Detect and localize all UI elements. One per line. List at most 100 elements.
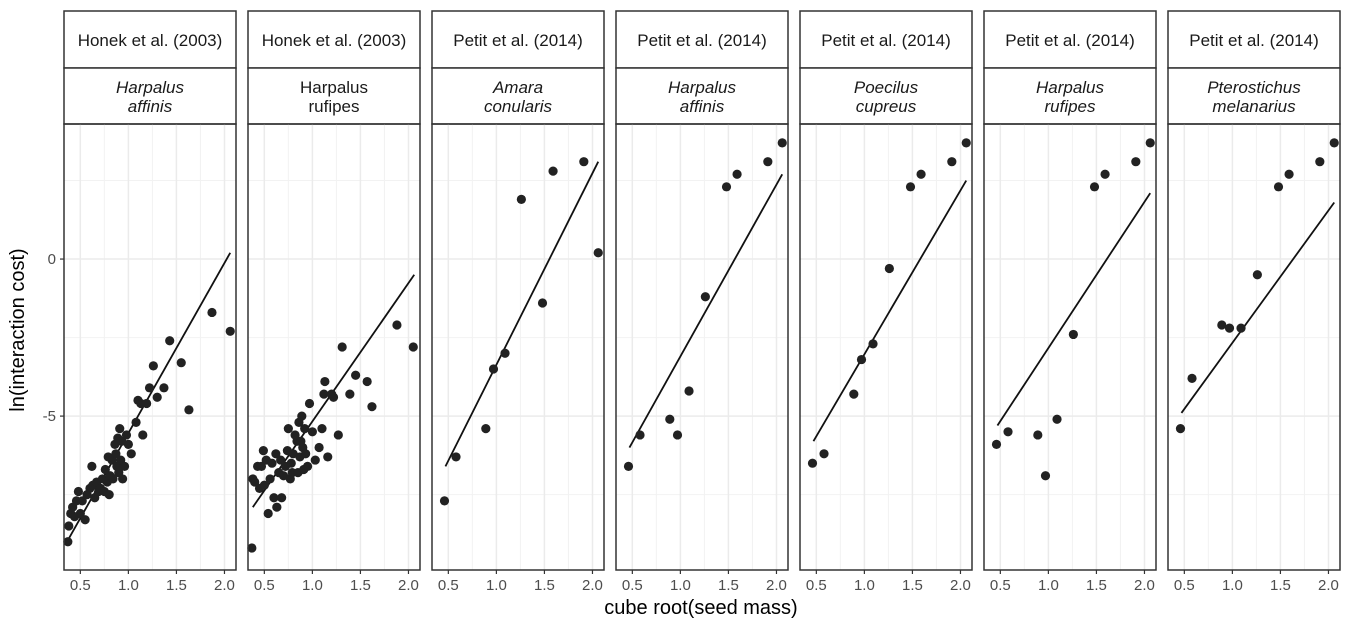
data-point <box>319 389 329 399</box>
data-point <box>320 376 330 387</box>
x-axis-title: cube root(seed mass) <box>604 597 797 619</box>
strip-source-box <box>63 10 237 69</box>
data-point <box>991 439 1002 449</box>
data-point <box>1040 471 1051 481</box>
data-point <box>314 442 324 453</box>
strip-species-label: affinis <box>128 97 173 116</box>
fit-line <box>444 161 600 467</box>
data-point <box>63 537 73 547</box>
data-point <box>672 430 683 440</box>
x-tick-label: 2.0 <box>950 577 971 594</box>
x-tick-label: 0.5 <box>254 577 275 594</box>
x-tick-label: 1.5 <box>902 577 923 594</box>
data-point <box>118 474 128 484</box>
data-point <box>408 342 418 352</box>
data-point <box>269 493 279 503</box>
data-point <box>333 430 343 440</box>
data-point <box>302 461 313 471</box>
x-tick-label: 1.5 <box>1270 577 1291 594</box>
data-point <box>1089 182 1100 192</box>
data-point <box>1329 138 1339 148</box>
data-point <box>635 430 645 440</box>
x-tick-label: 1.0 <box>854 577 875 594</box>
strip-species-label: Amara <box>492 78 543 97</box>
panel-border <box>431 123 605 571</box>
data-point <box>1033 430 1043 440</box>
panel-border <box>63 123 237 571</box>
data-point <box>258 446 268 456</box>
data-point <box>267 458 277 468</box>
data-point <box>328 392 339 402</box>
strip-species-label: Harpalus <box>300 78 368 97</box>
data-point <box>1052 414 1062 424</box>
data-point <box>265 474 275 484</box>
strip-species-label: rufipes <box>1044 97 1096 116</box>
strip-source-box <box>983 10 1157 69</box>
strip-species-label: affinis <box>680 97 725 116</box>
strip-species-label: melanarius <box>1212 97 1296 116</box>
data-point <box>277 493 287 503</box>
strip-source-box <box>247 10 421 69</box>
data-point <box>500 348 510 358</box>
strip-species-label: cupreus <box>856 97 917 116</box>
x-tick-label: 0.5 <box>622 577 643 594</box>
x-tick-label: 2.0 <box>766 577 787 594</box>
panel-border <box>615 123 789 571</box>
data-point <box>87 461 97 471</box>
data-point <box>144 383 155 393</box>
data-point <box>272 502 282 512</box>
data-point <box>263 508 273 519</box>
data-point <box>250 477 260 487</box>
strip-species-box <box>799 67 973 125</box>
strip-species-label: Harpalus <box>116 78 185 97</box>
x-tick-label: 1.5 <box>350 577 371 594</box>
data-point <box>548 166 558 176</box>
data-point <box>1315 157 1325 167</box>
data-point <box>1273 182 1284 192</box>
data-point <box>247 543 257 553</box>
data-point <box>142 398 152 409</box>
data-point <box>317 424 327 434</box>
data-point <box>367 402 377 412</box>
x-tick-label: 0.5 <box>438 577 459 594</box>
data-point <box>323 452 333 462</box>
panel-border <box>1167 123 1341 571</box>
data-point <box>488 364 499 374</box>
strip-source-label: Petit et al. (2014) <box>1005 31 1134 50</box>
data-point <box>115 424 125 434</box>
data-point <box>1224 323 1235 333</box>
data-point <box>310 455 320 465</box>
data-point <box>537 298 548 308</box>
data-point <box>439 496 450 506</box>
data-point <box>165 336 175 346</box>
panel-border <box>247 123 421 571</box>
data-point <box>700 292 710 302</box>
data-point <box>64 521 74 531</box>
data-point <box>593 248 603 258</box>
data-point <box>283 424 293 434</box>
data-point <box>131 417 141 427</box>
data-point <box>121 430 132 440</box>
y-tick-label: 0 <box>48 251 56 268</box>
strip-source-label: Petit et al. (2014) <box>821 31 950 50</box>
fit-line <box>812 180 968 442</box>
strip-species-box <box>983 67 1157 125</box>
data-point <box>301 449 311 459</box>
data-point <box>104 490 114 500</box>
strip-source-label: Petit et al. (2014) <box>453 31 582 50</box>
data-point <box>73 486 84 497</box>
x-tick-label: 1.0 <box>118 577 139 594</box>
x-tick-label: 1.0 <box>1222 577 1243 594</box>
y-tick-label: -5 <box>43 408 56 425</box>
panel-border <box>799 123 973 571</box>
data-point <box>159 383 169 393</box>
data-point <box>126 449 136 459</box>
x-tick-label: 2.0 <box>214 577 235 594</box>
fit-line <box>996 192 1151 427</box>
strip-source-box <box>1167 10 1341 69</box>
x-tick-label: 1.0 <box>302 577 323 594</box>
panel-border <box>983 123 1157 571</box>
